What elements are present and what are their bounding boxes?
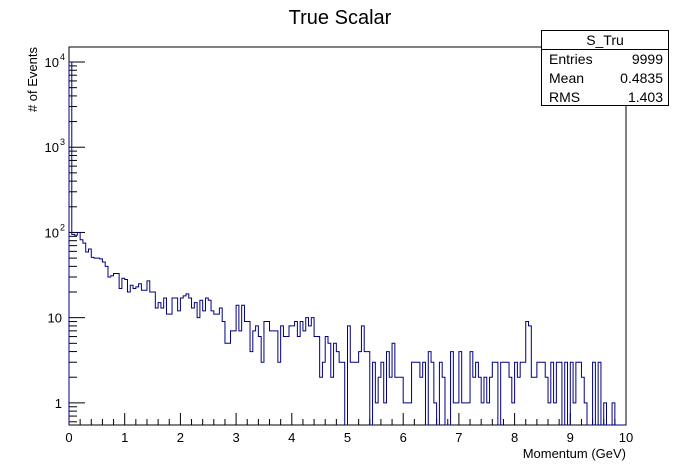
x-tick-label: 7 xyxy=(455,430,462,445)
y-axis-label: # of Events xyxy=(25,47,40,113)
x-tick-label: 6 xyxy=(400,430,407,445)
chart-title: True Scalar xyxy=(289,7,392,29)
stats-rms-value: 1.403 xyxy=(627,89,663,105)
stats-mean-value: 0.4835 xyxy=(620,70,663,86)
x-tick-label: 3 xyxy=(232,430,239,445)
stats-box: S_Tru Entries 9999 Mean 0.4835 RMS 1.403 xyxy=(541,30,669,106)
x-tick-label: 1 xyxy=(121,430,128,445)
y-tick-label: 10 xyxy=(45,140,59,155)
x-tick-label: 9 xyxy=(567,430,574,445)
y-tick-label: 1 xyxy=(55,396,62,411)
x-tick-label: 0 xyxy=(65,430,72,445)
stats-row-mean: Mean 0.4835 xyxy=(542,69,668,88)
x-axis: 0 1 2 3 4 5 6 7 8 9 10 xyxy=(65,413,633,445)
histogram-line xyxy=(68,61,626,426)
y-tick-exponent: 4 xyxy=(60,52,65,62)
x-tick-label: 2 xyxy=(177,430,184,445)
y-tick-exponent: 2 xyxy=(60,222,65,232)
y-tick-exponent: 3 xyxy=(60,137,65,147)
x-tick-label: 5 xyxy=(344,430,351,445)
x-axis-label: Momentum (GeV) xyxy=(523,446,626,461)
stats-title: S_Tru xyxy=(542,31,668,50)
stats-entries-label: Entries xyxy=(549,51,593,67)
stats-mean-label: Mean xyxy=(549,70,585,86)
stats-row-entries: Entries 9999 xyxy=(542,50,668,69)
x-tick-label: 10 xyxy=(619,430,633,445)
stats-rms-label: RMS xyxy=(549,89,581,105)
stats-entries-value: 9999 xyxy=(631,51,663,67)
y-tick-label: 10 xyxy=(45,55,59,70)
y-tick-label: 10 xyxy=(45,225,59,240)
stats-row-rms: RMS 1.403 xyxy=(542,88,668,107)
x-tick-label: 8 xyxy=(511,430,518,445)
x-tick-label: 4 xyxy=(288,430,295,445)
y-tick-label: 10 xyxy=(48,311,62,326)
